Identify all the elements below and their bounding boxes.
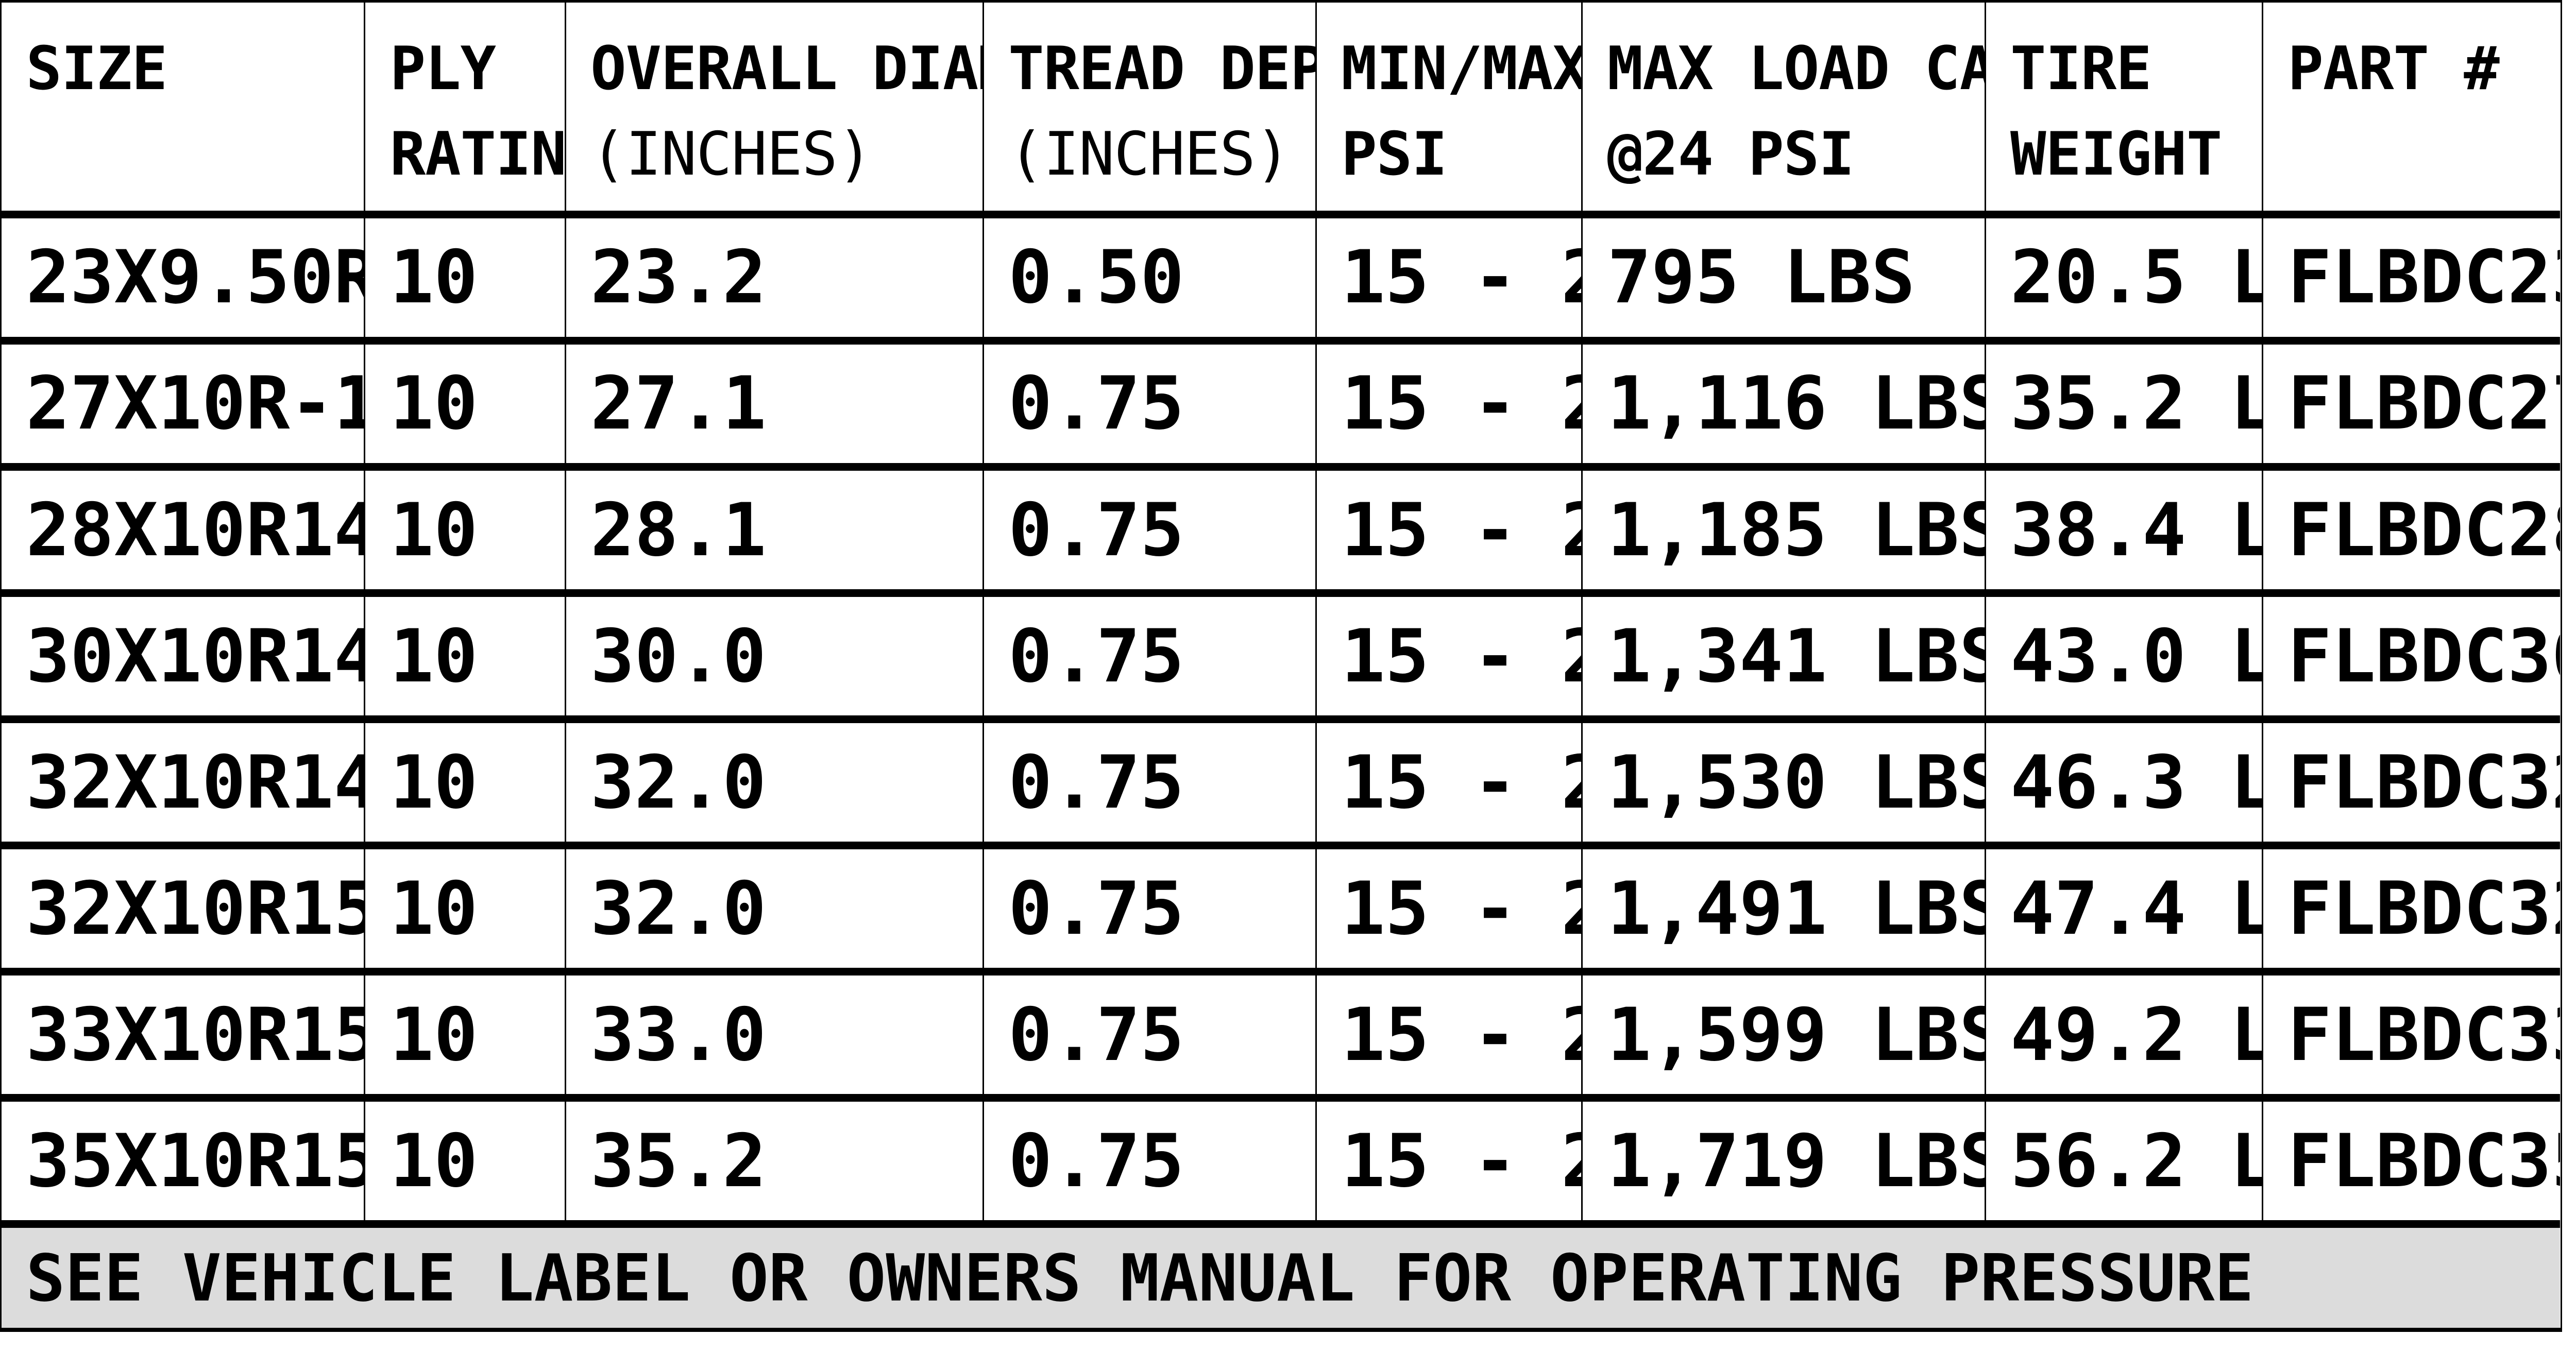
table-cell-ply: 10 xyxy=(364,842,565,968)
table-cell-weight: 43.0 LBS xyxy=(1984,589,2262,716)
column-header-overall-diameter: OVERALL DIAMETER (INCHES) xyxy=(564,3,982,211)
table-cell-weight: 46.3 LBS xyxy=(1984,715,2262,842)
table-cell-psi: 15 - 24 xyxy=(1315,463,1582,590)
table-cell-diameter: 30.0 xyxy=(564,589,982,716)
operating-pressure-notice: SEE VEHICLE LABEL OR OWNERS MANUAL FOR O… xyxy=(2,1220,2561,1328)
table-cell-load: 1,116 LBS xyxy=(1581,336,1985,464)
table-cell-weight: 49.2 LBS xyxy=(1984,968,2262,1094)
column-header-unit-label: (INCHES) xyxy=(1008,119,1291,189)
table-cell-size: 35X10R15 xyxy=(2,1094,364,1220)
table-cell-size: 30X10R14 xyxy=(2,589,364,715)
column-header-label: RATING xyxy=(389,119,565,189)
table-cell-psi: 15 - 24 xyxy=(1315,210,1582,337)
table-cell-diameter: 28.1 xyxy=(564,463,982,590)
table-cell-part: FLBDC2714 xyxy=(2261,336,2561,464)
table-cell-load: 1,530 LBS xyxy=(1581,715,1985,842)
column-header-max-load-capacity: MAX LOAD CAPACITY @24 PSI xyxy=(1581,3,1985,211)
table-cell-weight: 20.5 LBS xyxy=(1984,210,2262,337)
table-cell-psi: 15 - 24 xyxy=(1315,589,1582,716)
table-cell-psi: 15 - 24 xyxy=(1315,968,1582,1094)
column-header-tread-depth: TREAD DEPTH (INCHES) xyxy=(982,3,1315,211)
table-cell-psi: 15 - 24 xyxy=(1315,336,1582,464)
table-cell-load: 1,341 LBS xyxy=(1581,589,1985,716)
table-cell-psi: 15 - 24 xyxy=(1315,1094,1582,1221)
column-header-min-max-psi: MIN/MAX PSI xyxy=(1315,3,1582,211)
column-header-label: WEIGHT xyxy=(2010,119,2222,189)
table-cell-tread-depth: 0.75 xyxy=(982,842,1315,968)
column-header-label: TIRE xyxy=(2010,35,2152,104)
table-cell-weight: 38.4 LBS xyxy=(1984,463,2262,590)
table-cell-part: FLBDC3014 xyxy=(2261,589,2561,716)
table-cell-load: 1,491 LBS xyxy=(1581,842,1985,968)
table-cell-size: 28X10R14 xyxy=(2,463,364,589)
column-header-label: MAX LOAD CAPACITY xyxy=(1607,35,1985,104)
column-header-label: PSI xyxy=(1341,119,1447,189)
table-cell-weight: 47.4 LBS xyxy=(1984,842,2262,968)
table-cell-psi: 15 - 24 xyxy=(1315,842,1582,968)
table-cell-tread-depth: 0.75 xyxy=(982,336,1315,464)
table-cell-size: 32X10R15 xyxy=(2,842,364,968)
table-cell-diameter: 32.0 xyxy=(564,715,982,842)
table-cell-size: 27X10R-14 xyxy=(2,336,364,463)
table-cell-load: 1,719 LBS xyxy=(1581,1094,1985,1221)
column-header-ply-rating: PLY RATING xyxy=(364,3,565,211)
table-cell-load: 795 LBS xyxy=(1581,210,1985,337)
column-header-label: PLY xyxy=(389,35,496,104)
table-cell-load: 1,599 LBS xyxy=(1581,968,1985,1094)
table-cell-size: 33X10R15 xyxy=(2,968,364,1094)
table-cell-tread-depth: 0.75 xyxy=(982,715,1315,842)
tire-spec-table: SIZE PLY RATING OVERALL DIAMETER (INCHES… xyxy=(0,0,2562,1332)
column-header-size: SIZE xyxy=(2,3,364,211)
table-cell-tread-depth: 0.50 xyxy=(982,210,1315,337)
table-cell-diameter: 35.2 xyxy=(564,1094,982,1221)
table-cell-part: FLBDC3315 xyxy=(2261,968,2561,1094)
column-header-label: SIZE xyxy=(26,35,168,104)
table-cell-part: FLBDC2814 xyxy=(2261,463,2561,590)
table-cell-size: 23X9.50R14 xyxy=(2,210,364,337)
table-cell-tread-depth: 0.75 xyxy=(982,1094,1315,1221)
table-cell-tread-depth: 0.75 xyxy=(982,589,1315,716)
table-cell-weight: 35.2 LBS xyxy=(1984,336,2262,464)
table-cell-diameter: 23.2 xyxy=(564,210,982,337)
table-cell-load: 1,185 LBS xyxy=(1581,463,1985,590)
column-header-label: OVERALL DIAMETER xyxy=(590,35,982,104)
table-cell-part: FLBDC2314 xyxy=(2261,210,2561,337)
table-cell-weight: 56.2 LBS xyxy=(1984,1094,2262,1221)
table-cell-tread-depth: 0.75 xyxy=(982,463,1315,590)
table-cell-ply: 10 xyxy=(364,715,565,842)
column-header-label: @24 PSI xyxy=(1607,119,1855,189)
table-cell-psi: 15 - 24 xyxy=(1315,715,1582,842)
table-cell-ply: 10 xyxy=(364,968,565,1094)
table-cell-ply: 10 xyxy=(364,336,565,464)
table-cell-tread-depth: 0.75 xyxy=(982,968,1315,1094)
table-cell-size: 32X10R14 xyxy=(2,715,364,842)
column-header-part-number: PART # xyxy=(2261,3,2561,211)
table-cell-ply: 10 xyxy=(364,463,565,590)
table-cell-ply: 10 xyxy=(364,210,565,337)
table-cell-part: FLBDC3214 xyxy=(2261,715,2561,842)
table-cell-part: FLBDC3215 xyxy=(2261,842,2561,968)
table-cell-part: FLBDC3515 xyxy=(2261,1094,2561,1221)
table-cell-diameter: 27.1 xyxy=(564,336,982,464)
column-header-label: MIN/MAX xyxy=(1341,35,1582,104)
table-cell-diameter: 32.0 xyxy=(564,842,982,968)
column-header-tire-weight: TIRE WEIGHT xyxy=(1984,3,2262,211)
table-cell-ply: 10 xyxy=(364,1094,565,1221)
table-cell-ply: 10 xyxy=(364,589,565,716)
column-header-label: TREAD DEPTH xyxy=(1008,35,1315,104)
column-header-unit-label: (INCHES) xyxy=(590,119,873,189)
column-header-label: PART # xyxy=(2287,35,2499,104)
table-cell-diameter: 33.0 xyxy=(564,968,982,1094)
